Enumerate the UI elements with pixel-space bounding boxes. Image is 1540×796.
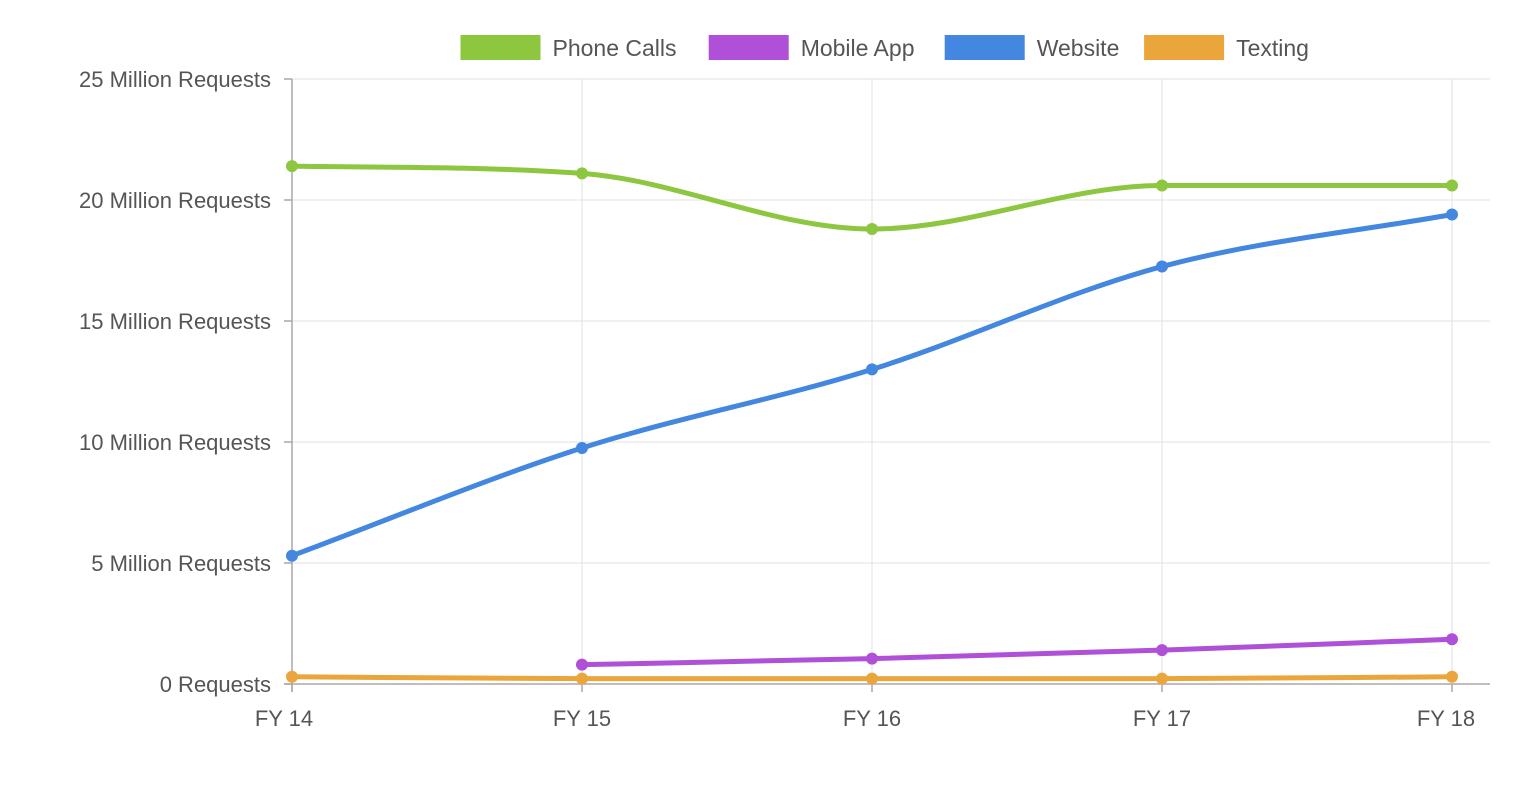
data-point[interactable] (286, 160, 298, 173)
legend-label: Texting (1236, 35, 1309, 61)
y-tick-label: 5 Million Requests (91, 551, 271, 576)
legend-swatch (708, 35, 789, 60)
series-phone-calls (286, 160, 1458, 236)
data-point[interactable] (866, 672, 878, 685)
x-tick-label: FY 17 (1133, 706, 1191, 731)
data-point[interactable] (866, 223, 878, 236)
data-point[interactable] (1446, 633, 1458, 646)
legend-swatch (1144, 35, 1225, 60)
data-point[interactable] (286, 549, 298, 562)
y-tick-label: 20 Million Requests (79, 188, 271, 213)
series-mobile-app (576, 633, 1458, 671)
series-line (579, 636, 1455, 668)
legend-swatch (944, 35, 1025, 60)
legend-label: Website (1037, 35, 1120, 61)
axes: 0 Requests 5 Million Requests 10 Million R… (79, 67, 1490, 731)
data-point[interactable] (1446, 208, 1458, 221)
y-tick-label: 10 Million Requests (79, 430, 271, 455)
legend-swatch (460, 35, 541, 60)
x-tick-label: FY 15 (553, 706, 611, 731)
x-tick-label: FY 18 (1417, 706, 1475, 731)
y-tick-label: 25 Million Requests (79, 67, 271, 92)
legend-item-mobile-app[interactable]: Mobile App (708, 35, 915, 61)
series-website (286, 208, 1458, 562)
data-point[interactable] (866, 363, 878, 376)
data-point[interactable] (576, 167, 588, 180)
series-texting (286, 670, 1458, 685)
data-point[interactable] (576, 672, 588, 685)
data-point[interactable] (286, 670, 298, 683)
data-point[interactable] (1156, 179, 1168, 192)
x-tick-label: FY 14 (255, 706, 313, 731)
data-point[interactable] (866, 652, 878, 665)
legend-item-phone-calls[interactable]: Phone Calls (460, 35, 677, 61)
y-tick-label: 0 Requests (160, 672, 271, 697)
legend: Phone Calls Mobile App Website Texting (460, 35, 1309, 61)
data-point[interactable] (576, 658, 588, 671)
data-point[interactable] (1156, 672, 1168, 685)
legend-item-website[interactable]: Website (944, 35, 1120, 61)
data-point[interactable] (576, 442, 588, 455)
legend-label: Phone Calls (553, 35, 677, 61)
data-point[interactable] (1156, 644, 1168, 657)
data-point[interactable] (1156, 260, 1168, 273)
data-point[interactable] (1446, 670, 1458, 683)
legend-item-texting[interactable]: Texting (1144, 35, 1309, 61)
x-tick-label: FY 16 (843, 706, 901, 731)
data-point[interactable] (1446, 179, 1458, 192)
y-tick-label: 15 Million Requests (79, 309, 271, 334)
legend-label: Mobile App (801, 35, 915, 61)
series-layer (286, 160, 1458, 685)
